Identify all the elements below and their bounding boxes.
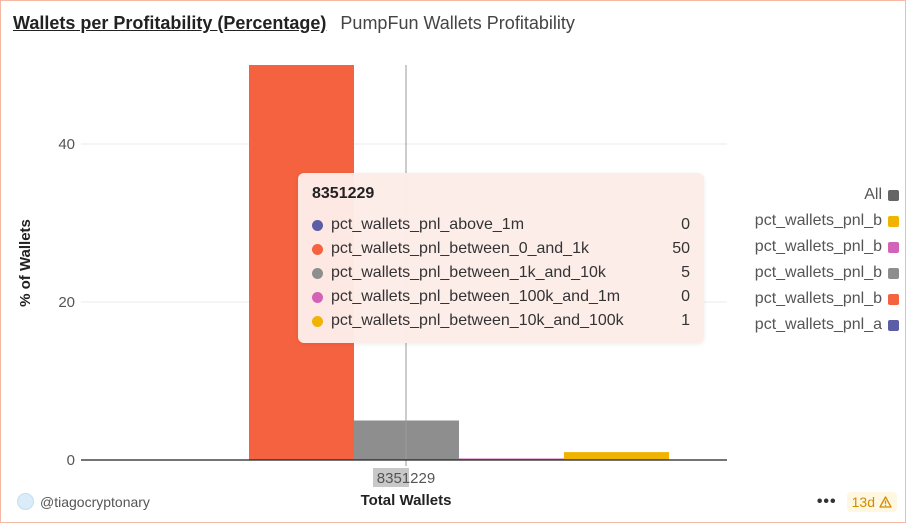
tooltip-row: pct_wallets_pnl_between_10k_and_100k 1	[312, 309, 690, 333]
x-tick-highlight	[373, 468, 409, 487]
tooltip-value: 50	[672, 240, 690, 257]
x-axis-title: Total Wallets	[361, 492, 452, 509]
legend-label: pct_wallets_pnl_b	[754, 238, 882, 255]
legend-item[interactable]: pct_wallets_pnl_a	[755, 312, 899, 338]
tooltip-row: pct_wallets_pnl_above_1m 0	[312, 213, 690, 237]
tooltip-label: pct_wallets_pnl_between_10k_and_100k	[331, 312, 624, 329]
chart-footer-actions: ••• 13d	[817, 492, 897, 512]
tooltip-label: pct_wallets_pnl_above_1m	[331, 216, 525, 233]
legend-swatch	[888, 267, 899, 279]
author-credit[interactable]: @tiagocryptonary	[17, 493, 150, 510]
legend-label: All	[864, 186, 882, 203]
tooltip-value: 5	[681, 264, 690, 281]
chart-header: Wallets per Profitability (Percentage) P…	[13, 13, 575, 39]
legend-swatch	[888, 293, 899, 305]
y-tick-label: 40	[58, 136, 75, 153]
tooltip-label: pct_wallets_pnl_between_0_and_1k	[331, 240, 589, 257]
bar	[564, 452, 669, 460]
tooltip-row: pct_wallets_pnl_between_0_and_1k 50	[312, 237, 690, 261]
legend-swatch	[888, 319, 899, 331]
series-dot	[312, 267, 323, 279]
tooltip-value: 0	[681, 288, 690, 305]
tooltip-value: 1	[681, 312, 690, 329]
legend-item-all[interactable]: All	[755, 182, 899, 208]
tooltip-title: 8351229	[312, 185, 375, 202]
warning-icon	[879, 496, 892, 508]
tooltip-value: 0	[681, 216, 690, 233]
tooltip-row: pct_wallets_pnl_between_100k_and_1m 0	[312, 285, 690, 309]
legend-label: pct_wallets_pnl_a	[754, 316, 882, 333]
age-text: 13d	[851, 494, 875, 510]
chart-title[interactable]: Wallets per Profitability (Percentage)	[13, 13, 327, 33]
chart-tooltip: 8351229 pct_wallets_pnl_above_1m 0 pct_w…	[298, 173, 704, 343]
legend-label: pct_wallets_pnl_b	[754, 212, 882, 229]
series-dot	[312, 243, 323, 255]
legend-swatch	[888, 215, 899, 227]
y-axis-title: % of Wallets	[17, 219, 34, 307]
tooltip-row: pct_wallets_pnl_between_1k_and_10k 5	[312, 261, 690, 285]
author-name: @tiagocryptonary	[40, 493, 150, 510]
tooltip-label: pct_wallets_pnl_between_1k_and_10k	[331, 264, 606, 281]
legend-swatch	[888, 241, 899, 253]
series-dot	[312, 291, 323, 303]
y-tick-label: 0	[67, 452, 75, 469]
bar	[459, 458, 564, 460]
tooltip-label: pct_wallets_pnl_between_100k_and_1m	[331, 288, 621, 305]
more-options-button[interactable]: •••	[816, 493, 837, 510]
legend-item[interactable]: pct_wallets_pnl_b	[755, 286, 899, 312]
series-dot	[312, 219, 323, 231]
legend-swatch	[888, 189, 899, 201]
refresh-age-badge[interactable]: 13d	[846, 492, 897, 512]
x-tick-label: 8351229	[377, 470, 435, 487]
series-dot	[312, 315, 323, 327]
chart-legend: All pct_wallets_pnl_b pct_wallets_pnl_b …	[755, 182, 899, 338]
legend-label: pct_wallets_pnl_b	[754, 290, 882, 307]
y-tick-label: 20	[58, 294, 75, 311]
chart-subtitle: PumpFun Wallets Profitability	[340, 13, 575, 33]
legend-label: pct_wallets_pnl_b	[754, 264, 882, 281]
legend-item[interactable]: pct_wallets_pnl_b	[755, 208, 899, 234]
legend-item[interactable]: pct_wallets_pnl_b	[755, 260, 899, 286]
avatar	[17, 493, 34, 510]
legend-item[interactable]: pct_wallets_pnl_b	[755, 234, 899, 260]
